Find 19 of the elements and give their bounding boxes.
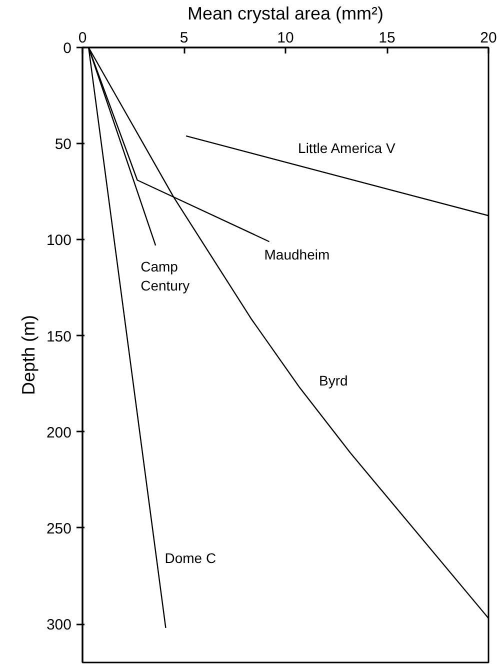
series-label: Camp Century — [140, 258, 190, 294]
x-tick-label: 5 — [180, 30, 188, 46]
y-tick-label: 250 — [46, 520, 72, 538]
x-tick-label: 0 — [78, 30, 87, 46]
series-label: Maudheim — [264, 246, 330, 263]
x-tick-label: 15 — [378, 30, 396, 46]
y-tick-label: 100 — [46, 232, 72, 250]
series-label: Little America V — [298, 140, 396, 156]
x-axis-title: Mean crystal area (mm²) — [187, 4, 384, 24]
x-tick-label: 10 — [277, 30, 294, 46]
y-tick-label: 50 — [54, 136, 72, 154]
x-tick-label: 20 — [480, 30, 497, 46]
y-tick-label: 150 — [46, 328, 72, 346]
y-tick-label: 0 — [63, 40, 72, 57]
series-label: Dome C — [164, 550, 216, 566]
y-tick-label: 200 — [46, 424, 72, 442]
y-axis-title: Depth (m) — [18, 314, 38, 396]
y-tick-label: 300 — [46, 616, 72, 634]
series-label: Byrd — [318, 372, 348, 388]
